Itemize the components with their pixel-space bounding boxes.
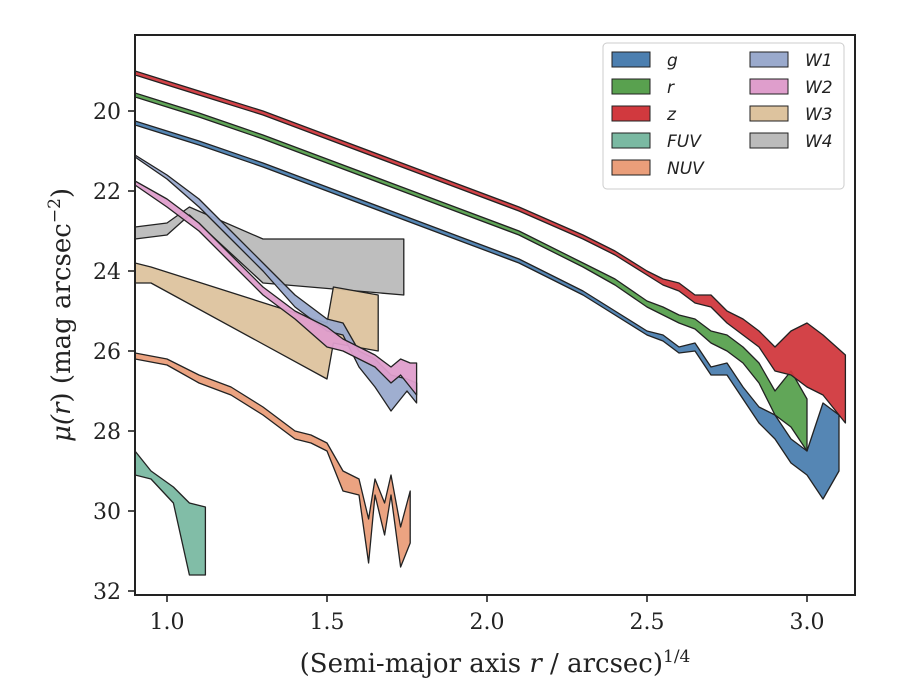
legend-swatch-w1 <box>749 51 789 68</box>
legend-swatch-r <box>611 78 651 95</box>
series-band-w2 <box>135 180 418 396</box>
y-axis-label: μ(r) (mag arcsec−2) <box>45 188 77 442</box>
y-axis-label-units: ) (mag arcsec <box>47 223 77 402</box>
x-axis-label-tail: / arcsec) <box>542 649 663 679</box>
legend-swatch-g <box>611 51 651 68</box>
tick-layer: 1.0 1.5 2.0 2.5 3.0 20 22 24 26 28 30 32 <box>93 100 825 635</box>
legend-label-r: r <box>667 78 675 98</box>
series-layer <box>135 70 847 576</box>
legend-swatch-w2 <box>749 78 789 95</box>
y-axis-label-exponent: −2 <box>45 198 65 223</box>
series-band-fuv <box>135 450 207 576</box>
series-band-r <box>135 92 808 452</box>
legend-label-w1: W1 <box>805 51 833 71</box>
legend-swatch-z <box>611 105 651 122</box>
legend-label-w2: W2 <box>805 78 833 98</box>
legend-items: grz FUV NUV W1 W2 W3 W4 <box>611 51 833 179</box>
x-tick-label: 3.0 <box>790 610 825 635</box>
y-axis-label-close: ) <box>47 188 77 198</box>
x-tick-label: 1.0 <box>150 610 185 635</box>
legend-label-g: g <box>667 51 678 71</box>
y-tick-label: 30 <box>93 500 121 525</box>
x-tick-label: 2.0 <box>470 610 505 635</box>
legend-label-w3: W3 <box>805 105 833 125</box>
legend-label-w4: W4 <box>805 132 833 152</box>
legend-swatch-w3 <box>749 105 789 122</box>
y-tick-label: 24 <box>93 260 121 285</box>
legend-label-z: z <box>666 105 677 125</box>
legend-label-fuv: FUV <box>667 132 702 152</box>
x-axis-label: (Semi-major axis r / arcsec)1/4 <box>300 647 691 679</box>
x-axis-label-exponent: 1/4 <box>663 647 690 667</box>
legend-swatch-w4 <box>749 132 789 149</box>
legend-swatch-fuv <box>611 132 651 149</box>
y-tick-label: 26 <box>93 340 121 365</box>
y-tick-label: 32 <box>93 580 121 605</box>
x-tick-label: 1.5 <box>310 610 345 635</box>
series-band-w3 <box>135 262 379 380</box>
legend-swatch-nuv <box>611 159 651 176</box>
legend: grz FUV NUV W1 W2 W3 W4 <box>602 42 845 190</box>
y-tick-label: 22 <box>93 180 121 205</box>
series-band-z <box>135 70 847 424</box>
plot-frame <box>134 34 856 596</box>
x-axis-label-main: (Semi-major axis <box>300 649 530 679</box>
y-axis-label-variable: r <box>47 401 77 415</box>
y-axis-label-symbol: μ( <box>47 414 77 442</box>
series-band-g <box>135 120 840 500</box>
series-band-w1 <box>135 154 418 412</box>
legend-label-nuv: NUV <box>667 159 705 179</box>
x-axis-label-variable: r <box>529 649 543 679</box>
x-tick-label: 2.5 <box>630 610 665 635</box>
series-band-nuv <box>135 352 411 568</box>
y-tick-label: 28 <box>93 420 121 445</box>
y-tick-label: 20 <box>93 100 121 125</box>
